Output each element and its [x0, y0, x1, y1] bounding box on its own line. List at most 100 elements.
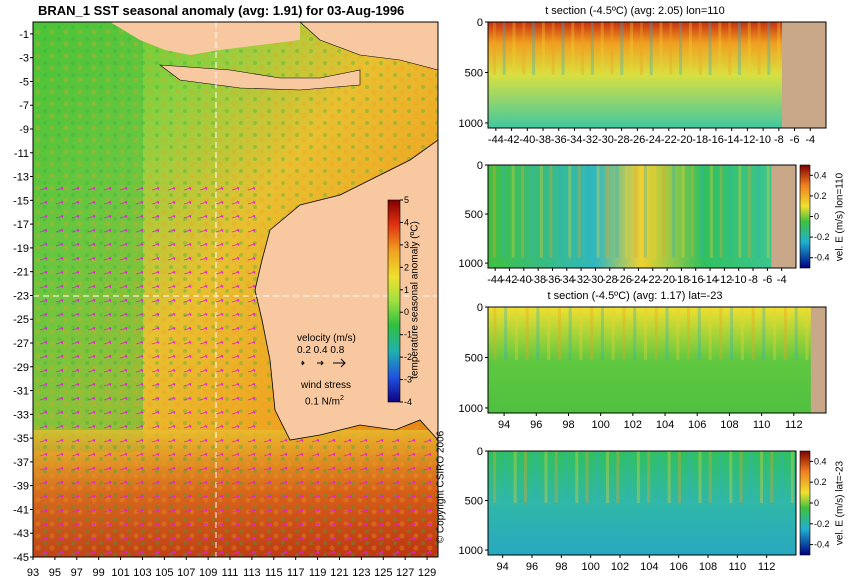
wind-stress-arrow	[231, 508, 240, 513]
wind-stress-arrow	[215, 326, 224, 331]
wind-stress-arrow	[119, 466, 128, 471]
map-ytick-label: -17	[13, 219, 29, 231]
wind-stress-arrow	[167, 200, 176, 205]
map-ytick-label: -29	[13, 362, 29, 374]
wind-stress-arrow	[231, 410, 240, 415]
section-streak	[512, 22, 516, 75]
section-streak	[571, 22, 575, 75]
wind-stress-arrow	[71, 242, 80, 247]
section-streak	[587, 165, 591, 258]
wind-stress-arrow	[135, 326, 144, 331]
wind-stress-arrow	[247, 452, 256, 457]
wind-stress-arrow	[55, 466, 64, 471]
wind-stress-arrow	[119, 340, 128, 345]
section-streak	[667, 451, 671, 503]
wind-stress-arrow	[167, 354, 176, 359]
wind-stress-arrow	[135, 480, 144, 485]
wind-stress-arrow	[55, 242, 64, 247]
wind-stress-arrow	[71, 354, 80, 359]
wind-stress-arrow	[55, 270, 64, 275]
wind-stress-arrow	[167, 522, 176, 527]
wind-stress-arrow	[87, 522, 96, 527]
wind-stress-arrow	[215, 242, 224, 247]
wind-stress-arrow	[231, 424, 240, 429]
wind-stress-arrow	[167, 270, 176, 275]
wind-stress-arrow	[311, 494, 320, 499]
section-streak	[622, 307, 626, 360]
wind-stress-arrow	[199, 242, 208, 247]
panel-xtick-label: -40	[519, 134, 535, 146]
wind-stress-arrow	[71, 326, 80, 331]
wind-stress-arrow	[151, 214, 160, 219]
wind-stress-arrow	[103, 270, 112, 275]
panel-xtick-label: -40	[516, 274, 532, 286]
section-streak	[590, 307, 594, 360]
wind-stress-arrow	[39, 200, 48, 205]
wind-stress-arrow	[87, 242, 96, 247]
wind-stress-arrow	[103, 256, 112, 261]
wind-stress-arrow	[151, 242, 160, 247]
wind-stress-arrow	[119, 508, 128, 513]
wind-stress-arrow	[199, 340, 208, 345]
wind-stress-arrow	[199, 186, 208, 191]
wind-stress-arrow	[71, 340, 80, 345]
wind-stress-arrow	[135, 186, 144, 191]
map-xtick-label: 129	[418, 567, 436, 579]
wind-stress-arrow	[359, 508, 368, 513]
wind-stress-arrow	[39, 382, 48, 387]
wind-stress-arrow	[39, 214, 48, 219]
section-streak	[492, 165, 496, 258]
section-streak	[610, 22, 614, 75]
velocity-colorbar	[799, 450, 811, 556]
section-streak	[633, 307, 637, 360]
wind-stress-arrow	[263, 550, 272, 555]
wind-stress-arrow	[295, 480, 304, 485]
wind-stress-arrow	[151, 508, 160, 513]
wind-stress-arrow	[103, 382, 112, 387]
wind-stress-arrow	[247, 214, 256, 219]
wind-stress-arrow	[119, 550, 128, 555]
wind-stress-arrow	[87, 340, 96, 345]
section-streak	[679, 22, 683, 75]
wind-stress-arrow	[135, 242, 144, 247]
wind-stress-arrow	[231, 452, 240, 457]
wind-stress-arrow	[423, 452, 432, 457]
wind-stress-arrow	[199, 424, 208, 429]
wind-stress-arrow	[199, 480, 208, 485]
wind-stress-arrow	[71, 508, 80, 513]
velocity-colorbar-tick-label: 0.2	[814, 477, 827, 487]
wind-stress-arrow	[215, 312, 224, 317]
wind-stress-arrow	[311, 438, 320, 443]
panel-xtick-label: -22	[661, 134, 677, 146]
map-xtick-label: 99	[93, 567, 105, 579]
wind-stress-arrow	[71, 480, 80, 485]
section-streak	[525, 307, 529, 360]
wind-stress-arrow	[87, 550, 96, 555]
wind-stress-arrow	[151, 256, 160, 261]
wind-stress-arrow	[327, 536, 336, 541]
wind-stress-arrow	[247, 480, 256, 485]
wind-stress-arrow	[87, 466, 96, 471]
wind-stress-arrow	[247, 284, 256, 289]
wind-stress-arrow	[119, 494, 128, 499]
wind-stress-arrow	[135, 536, 144, 541]
wind-stress-arrow	[71, 298, 80, 303]
wind-stress-arrow	[135, 508, 144, 513]
wind-stress-arrow	[215, 508, 224, 513]
wind-stress-arrow	[119, 242, 128, 247]
wind-stress-arrow	[71, 214, 80, 219]
section-streak	[747, 165, 751, 258]
wind-stress-arrow	[279, 438, 288, 443]
wind-stress-arrow	[103, 438, 112, 443]
wind-stress-arrow	[359, 522, 368, 527]
wind-stress-arrow	[183, 228, 192, 233]
section-streak	[544, 451, 548, 503]
wind-stress-arrow	[167, 508, 176, 513]
map-xtick-label: 109	[199, 567, 217, 579]
panel-xtick-label: -42	[502, 274, 518, 286]
wind-stress-arrow	[423, 508, 432, 513]
wind-stress-arrow	[71, 368, 80, 373]
wind-stress-arrow	[151, 522, 160, 527]
wind-stress-arrow	[135, 340, 144, 345]
